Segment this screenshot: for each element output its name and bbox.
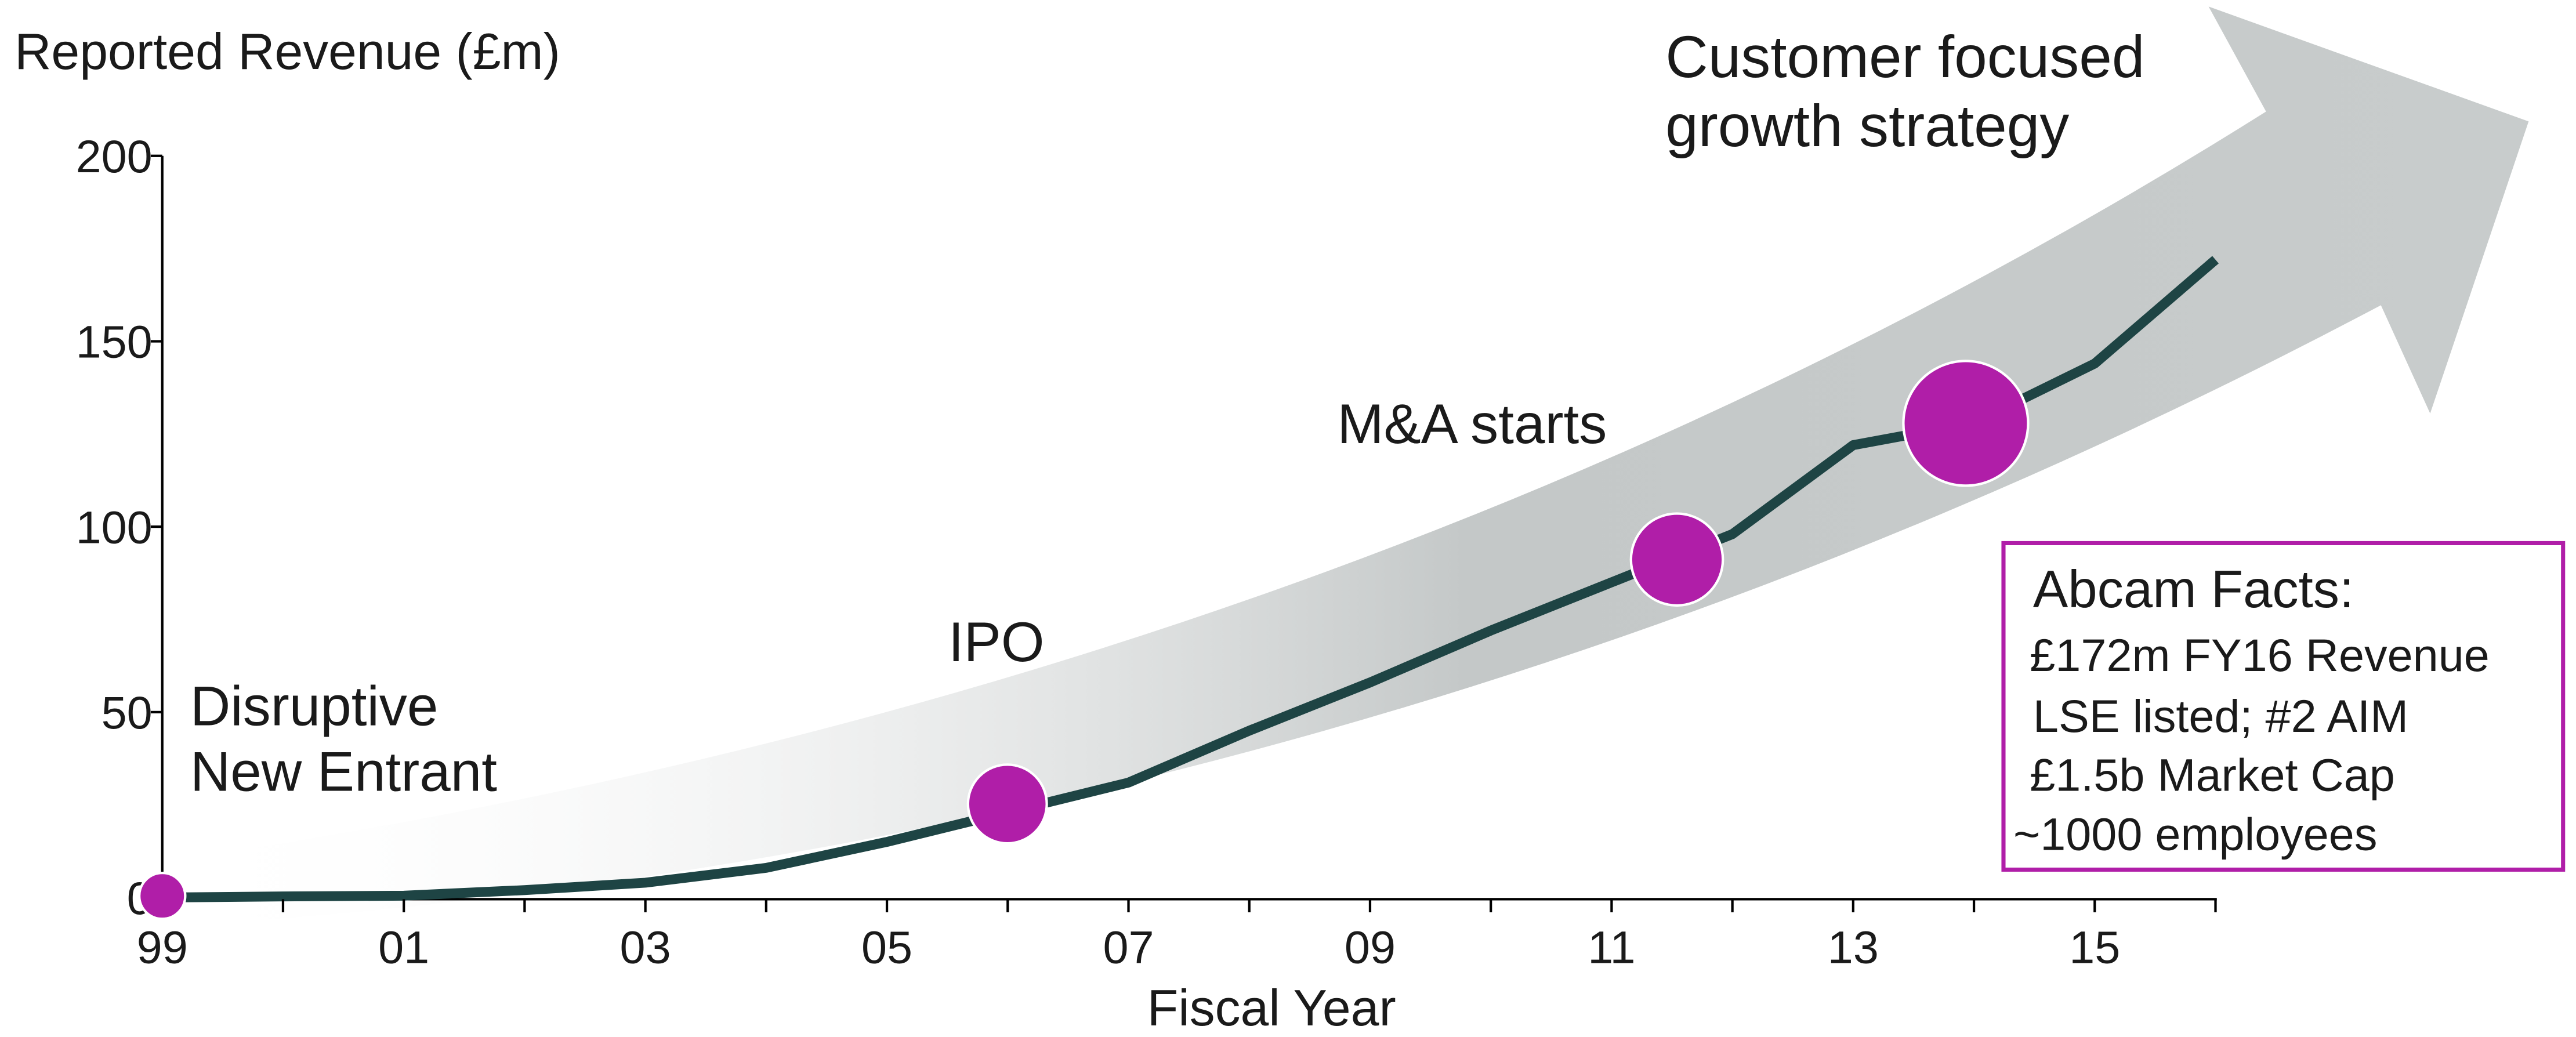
milestone <box>966 763 1048 845</box>
x-tick-label: 13 <box>1828 922 1879 973</box>
x-tick-label: 01 <box>378 922 429 973</box>
x-tick-label: 05 <box>861 922 912 973</box>
x-tick-label: 07 <box>1103 922 1154 973</box>
fact: ~1000 employees <box>2013 808 2377 860</box>
x-tick-label: 03 <box>620 922 671 973</box>
revenue-line <box>162 256 2219 903</box>
milestone <box>137 871 187 920</box>
growth-arrow <box>165 6 2529 927</box>
annotation: Customer focused <box>1665 24 2144 90</box>
x-axis-title: Fiscal Year <box>1147 980 1396 1036</box>
annotation: IPO <box>948 611 1045 673</box>
y-tick-label: 200 <box>76 130 153 182</box>
y-axis-title: Reported Revenue (£m) <box>15 23 560 80</box>
fact: £172m FY16 Revenue <box>2030 629 2490 681</box>
y-tick-label: 50 <box>102 687 153 738</box>
y-tick-label: 150 <box>76 316 153 368</box>
annotation: New Entrant <box>190 741 497 803</box>
x-tick-label: 15 <box>2069 922 2120 973</box>
milestone <box>1902 360 2030 487</box>
x-tick-label: 11 <box>1588 922 1635 973</box>
annotation: M&A starts <box>1337 393 1607 455</box>
y-tick-label: 100 <box>76 501 153 553</box>
x-tick-label: 09 <box>1345 922 1396 973</box>
fact: £1.5b Market Cap <box>2030 749 2395 801</box>
annotation: growth strategy <box>1665 93 2069 159</box>
x-tick-label: 99 <box>137 922 188 973</box>
milestones <box>137 360 2030 920</box>
facts-title: Abcam Facts: <box>2033 560 2354 619</box>
annotation: Disruptive <box>190 675 439 737</box>
milestone <box>1629 512 1724 607</box>
facts-box <box>2001 541 2566 872</box>
fact: LSE listed; #2 AIM <box>2033 690 2408 742</box>
